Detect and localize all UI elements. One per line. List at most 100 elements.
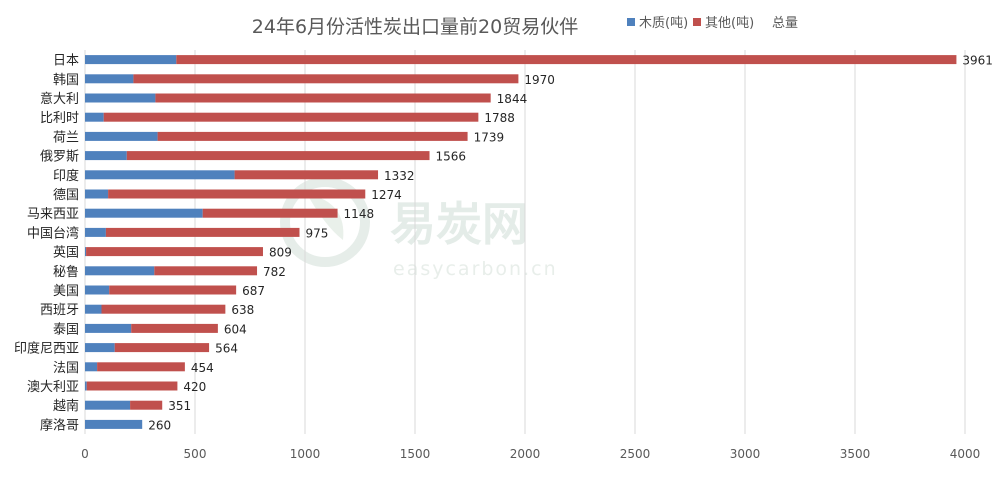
total-label-7: 1274 (371, 188, 402, 202)
bar-wood-11 (85, 266, 155, 276)
total-label-17: 420 (183, 380, 206, 394)
bar-wood-13 (85, 304, 102, 314)
watermark-name: 易炭网 (390, 197, 528, 251)
total-label-16: 454 (191, 361, 214, 375)
bar-wood-14 (85, 323, 132, 333)
x-tick-label-1: 500 (184, 447, 207, 461)
legend: 木质(吨) 其他(吨) 总量 (627, 16, 798, 31)
bar-other-6 (234, 170, 379, 180)
category-label-4: 荷兰 (53, 130, 79, 145)
category-label-2: 意大利 (40, 91, 79, 107)
bar-other-12 (109, 285, 237, 295)
total-label-13: 638 (231, 303, 254, 317)
bar-other-3 (103, 112, 479, 122)
bar-other-0 (176, 55, 957, 65)
bars (85, 55, 957, 429)
category-label-15: 印度尼西亚 (14, 341, 79, 357)
x-tick-label-0: 0 (81, 447, 89, 461)
category-label-10: 英国 (53, 246, 79, 261)
bar-other-9 (105, 227, 300, 237)
legend-label-total: 总量 (772, 16, 798, 31)
x-tick-label-6: 3000 (730, 447, 761, 461)
category-label-16: 法国 (53, 361, 79, 376)
bar-other-17 (86, 381, 178, 391)
total-label-15: 564 (215, 342, 238, 356)
bar-other-15 (114, 343, 210, 353)
total-label-14: 604 (224, 322, 247, 336)
bar-wood-4 (85, 131, 158, 141)
bar-wood-6 (85, 170, 235, 180)
bar-wood-16 (85, 362, 98, 372)
category-label-9: 中国台湾 (27, 225, 79, 241)
bar-wood-12 (85, 285, 110, 295)
x-tick-label-4: 2000 (510, 447, 541, 461)
x-tick-label-8: 4000 (950, 447, 981, 461)
bar-other-7 (108, 189, 366, 199)
bar-other-4 (157, 131, 468, 141)
bar-other-10 (86, 247, 263, 257)
total-label-3: 1788 (484, 111, 515, 125)
bar-wood-7 (85, 189, 109, 199)
total-label-10: 809 (269, 246, 292, 260)
total-label-4: 1739 (474, 130, 505, 144)
category-label-13: 西班牙 (40, 303, 79, 318)
total-label-19: 260 (148, 418, 171, 432)
total-label-8: 1148 (344, 207, 375, 221)
total-label-18: 351 (168, 399, 191, 413)
bar-other-14 (131, 323, 218, 333)
category-label-18: 越南 (53, 398, 79, 414)
category-label-17: 澳大利亚 (27, 379, 79, 395)
x-tick-label-7: 3500 (840, 447, 871, 461)
bar-wood-3 (85, 112, 104, 122)
bar-wood-1 (85, 74, 134, 84)
total-label-5: 1566 (436, 150, 467, 164)
legend-swatch-other (693, 18, 701, 26)
bar-wood-5 (85, 151, 127, 161)
bar-other-18 (130, 400, 163, 410)
x-tick-label-3: 1500 (400, 447, 431, 461)
category-label-11: 秘鲁 (53, 265, 79, 280)
legend-label-wood: 木质(吨) (639, 16, 688, 31)
category-label-8: 马来西亚 (27, 207, 79, 222)
category-label-14: 泰国 (53, 322, 79, 337)
bar-wood-17 (85, 381, 87, 391)
category-label-12: 美国 (53, 284, 79, 299)
legend-swatch-wood (627, 18, 635, 26)
total-labels: 3961 1970 1844 1788 1739 1566 1332 1274 1148 975 8… (148, 54, 993, 433)
bar-wood-19 (85, 419, 143, 429)
bar-other-2 (155, 93, 491, 103)
total-label-11: 782 (263, 265, 286, 279)
bar-other-11 (154, 266, 258, 276)
bar-wood-18 (85, 400, 131, 410)
total-label-12: 687 (242, 284, 265, 298)
total-label-0: 3961 (962, 54, 993, 68)
bar-other-16 (97, 362, 185, 372)
x-tick-label-2: 1000 (290, 447, 321, 461)
category-label-0: 日本 (53, 54, 79, 69)
bar-other-5 (126, 151, 430, 161)
bar-wood-15 (85, 343, 115, 353)
category-labels: 日本韩国意大利比利时荷兰俄罗斯印度德国马来西亚中国台湾英国秘鲁美国西班牙泰国印度… (14, 54, 79, 434)
category-label-19: 摩洛哥 (40, 417, 79, 433)
category-label-5: 俄罗斯 (40, 150, 79, 165)
total-label-9: 975 (306, 226, 329, 240)
bar-wood-2 (85, 93, 156, 103)
total-label-2: 1844 (497, 92, 528, 106)
bar-other-13 (101, 304, 226, 314)
category-label-3: 比利时 (40, 111, 79, 126)
category-label-7: 德国 (53, 188, 79, 203)
bar-wood-0 (85, 55, 177, 65)
watermark-domain: easycarbon.cn (393, 258, 558, 280)
bar-wood-10 (85, 247, 87, 257)
total-label-1: 1970 (524, 73, 555, 87)
category-label-6: 印度 (53, 168, 79, 184)
chart-title: 24年6月份活性炭出口量前20贸易伙伴 (252, 16, 578, 38)
bar-other-1 (133, 74, 519, 84)
x-tick-label-5: 2500 (620, 447, 651, 461)
category-label-1: 韩国 (53, 73, 79, 88)
x-tick-labels: 0 500 1000 1500 2000 2500 3000 3500 4000 (81, 447, 980, 461)
total-label-6: 1332 (384, 169, 415, 183)
bar-wood-8 (85, 208, 203, 218)
bar-wood-9 (85, 227, 106, 237)
